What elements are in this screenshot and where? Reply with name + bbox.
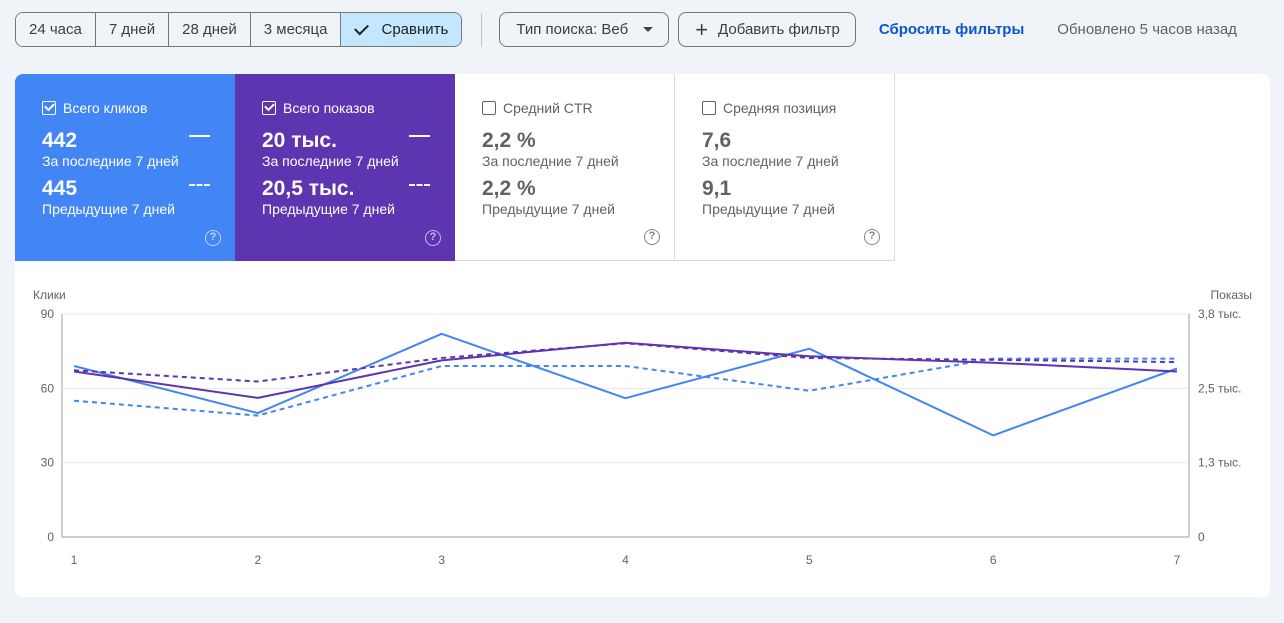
- metric-previous-label: Предыдущие 7 дней: [702, 201, 835, 217]
- metric-card-ctr[interactable]: Средний CTR 2,2 % За последние 7 дней 2,…: [455, 74, 675, 261]
- checkbox-unchecked-icon[interactable]: [702, 101, 716, 115]
- x-tick-label: 3: [438, 553, 445, 567]
- y-left-axis-title: Клики: [33, 288, 66, 302]
- help-icon[interactable]: ?: [425, 230, 441, 246]
- solid-line-legend-icon: [189, 135, 210, 137]
- performance-panel: Всего кликов 442 За последние 7 дней 445…: [15, 74, 1270, 597]
- search-type-dropdown[interactable]: Тип поиска: Веб: [499, 12, 670, 47]
- x-tick-label: 4: [622, 553, 629, 567]
- metric-current-label: За последние 7 дней: [702, 153, 839, 169]
- metric-card-impressions[interactable]: Всего показов 20 тыс. За последние 7 дне…: [235, 74, 455, 261]
- x-tick-label: 1: [71, 553, 78, 567]
- y-right-tick-label: 0: [1198, 530, 1205, 544]
- impressions-series-line-solid: [73, 341, 1178, 399]
- metric-previous-value: 2,2 %: [482, 177, 536, 200]
- checkbox-checked-icon[interactable]: [262, 101, 276, 115]
- metric-current-label: За последние 7 дней: [262, 153, 399, 169]
- period-24h-button[interactable]: 24 часа: [16, 13, 96, 46]
- updated-status: Обновлено 5 часов назад: [1057, 21, 1237, 38]
- impressions-series-line-dashed: [73, 342, 1178, 383]
- y-left-tick-label: 30: [41, 456, 55, 470]
- metric-previous-label: Предыдущие 7 дней: [42, 201, 175, 217]
- y-right-axis-title: Показы: [1211, 288, 1252, 302]
- clicks-series-line-solid: [73, 332, 1178, 437]
- check-icon: [354, 20, 370, 35]
- metric-current-value: 442: [42, 129, 78, 152]
- compare-button[interactable]: Сравнить: [341, 13, 462, 46]
- checkbox-unchecked-icon[interactable]: [482, 101, 496, 115]
- y-right-tick-label: 3,8 тыс.: [1198, 307, 1241, 321]
- plus-icon: +: [695, 16, 709, 42]
- metric-current-value: 2,2 %: [482, 129, 536, 152]
- metric-label: Средний CTR: [503, 100, 593, 116]
- period-7d-button[interactable]: 7 дней: [95, 13, 170, 46]
- metric-previous-label: Предыдущие 7 дней: [482, 201, 615, 217]
- metric-current-label: За последние 7 дней: [42, 153, 179, 169]
- toolbar-divider: [481, 12, 483, 47]
- x-tick-label: 7: [1174, 553, 1181, 567]
- date-range-selector: 24 часа 7 дней 28 дней 3 месяца Сравнить: [15, 12, 463, 47]
- solid-line-legend-icon: [409, 135, 430, 137]
- dashed-line-legend-icon: [409, 184, 430, 186]
- metric-label: Средняя позиция: [723, 100, 837, 116]
- metric-label: Всего кликов: [63, 100, 148, 116]
- metric-current-label: За последние 7 дней: [482, 153, 619, 169]
- metric-card-position[interactable]: Средняя позиция 7,6 За последние 7 дней …: [675, 74, 895, 261]
- checkbox-checked-icon[interactable]: [42, 101, 56, 115]
- search-type-label: Тип поиска: Веб: [516, 21, 629, 38]
- metric-label: Всего показов: [283, 100, 375, 116]
- dropdown-arrow-icon: [643, 27, 654, 32]
- y-left-tick-label: 0: [47, 530, 54, 544]
- help-icon[interactable]: ?: [864, 229, 880, 245]
- x-tick-label: 2: [254, 553, 261, 567]
- reset-filters-link[interactable]: Сбросить фильтры: [878, 21, 1025, 38]
- clicks-series-line-dashed: [73, 357, 1177, 417]
- metric-previous-label: Предыдущие 7 дней: [262, 201, 395, 217]
- x-tick-label: 6: [990, 553, 997, 567]
- y-right-tick-label: 1,3 тыс.: [1198, 456, 1241, 470]
- toolbar: 24 часа 7 дней 28 дней 3 месяца Сравнить…: [15, 12, 1237, 47]
- compare-label: Сравнить: [381, 21, 449, 38]
- dashed-line-legend-icon: [189, 184, 210, 186]
- y-left-tick-label: 90: [41, 307, 55, 321]
- add-filter-button[interactable]: + Добавить фильтр: [678, 12, 856, 47]
- add-filter-label: Добавить фильтр: [718, 21, 840, 38]
- period-3m-button[interactable]: 3 месяца: [250, 13, 342, 46]
- period-28d-button[interactable]: 28 дней: [169, 13, 251, 46]
- metric-previous-value: 445: [42, 177, 78, 200]
- metric-previous-value: 20,5 тыс.: [262, 177, 355, 200]
- metric-current-value: 7,6: [702, 129, 732, 152]
- help-icon[interactable]: ?: [644, 229, 660, 245]
- metric-current-value: 20 тыс.: [262, 129, 337, 152]
- y-right-tick-label: 2,5 тыс.: [1198, 381, 1241, 395]
- metric-previous-value: 9,1: [702, 177, 732, 200]
- metric-card-clicks[interactable]: Всего кликов 442 За последние 7 дней 445…: [15, 74, 235, 261]
- help-icon[interactable]: ?: [205, 230, 221, 246]
- performance-chart: 0 30 60 90 0 1,3 тыс. 2,5 тыс. 3,8 тыс. 1 2 3 4 5 6 7 К…: [33, 288, 1252, 567]
- x-tick-label: 5: [806, 553, 813, 567]
- y-left-tick-label: 60: [41, 381, 55, 395]
